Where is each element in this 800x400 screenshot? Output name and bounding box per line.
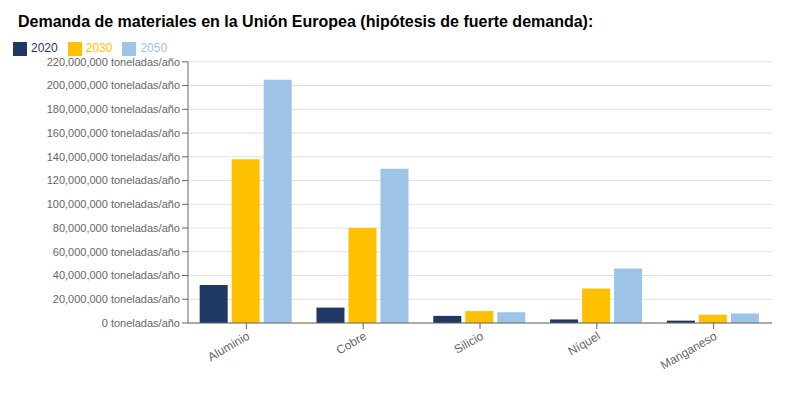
- svg-text:40,000,000 toneladas/año: 40,000,000 toneladas/año: [53, 269, 180, 281]
- svg-text:20,000,000 toneladas/año: 20,000,000 toneladas/año: [53, 293, 180, 305]
- svg-text:Manganeso: Manganeso: [658, 329, 720, 373]
- svg-text:100,000,000 toneladas/año: 100,000,000 toneladas/año: [47, 198, 180, 210]
- svg-text:Cobre: Cobre: [334, 329, 370, 358]
- svg-text:160,000,000 toneladas/año: 160,000,000 toneladas/año: [47, 127, 180, 139]
- html-text:2020: 2020: [31, 41, 58, 55]
- html-text:2030: 2030: [85, 41, 113, 55]
- svg-text:140,000,000 toneladas/año: 140,000,000 toneladas/año: [47, 151, 180, 163]
- svg-text:Silicio: Silicio: [452, 329, 486, 357]
- svg-text:0 toneladas/año: 0 toneladas/año: [102, 317, 180, 329]
- svg-text:120,000,000 toneladas/año: 120,000,000 toneladas/año: [47, 174, 180, 186]
- svg-text:80,000,000 toneladas/año: 80,000,000 toneladas/año: [53, 222, 180, 234]
- svg-text:Níquel: Níquel: [566, 329, 603, 358]
- svg-text:180,000,000 toneladas/año: 180,000,000 toneladas/año: [47, 103, 180, 115]
- svg-text:200,000,000 toneladas/año: 200,000,000 toneladas/año: [47, 79, 180, 91]
- html-text:2050: 2050: [140, 41, 168, 55]
- svg-text:Aluminio: Aluminio: [205, 329, 252, 364]
- html-text:Demanda de materiales en la Un: Demanda de materiales en la Unión Europe…: [18, 13, 594, 30]
- svg-text:220,000,000 toneladas/año: 220,000,000 toneladas/año: [47, 56, 180, 68]
- svg-text:60,000,000 toneladas/año: 60,000,000 toneladas/año: [53, 246, 180, 258]
